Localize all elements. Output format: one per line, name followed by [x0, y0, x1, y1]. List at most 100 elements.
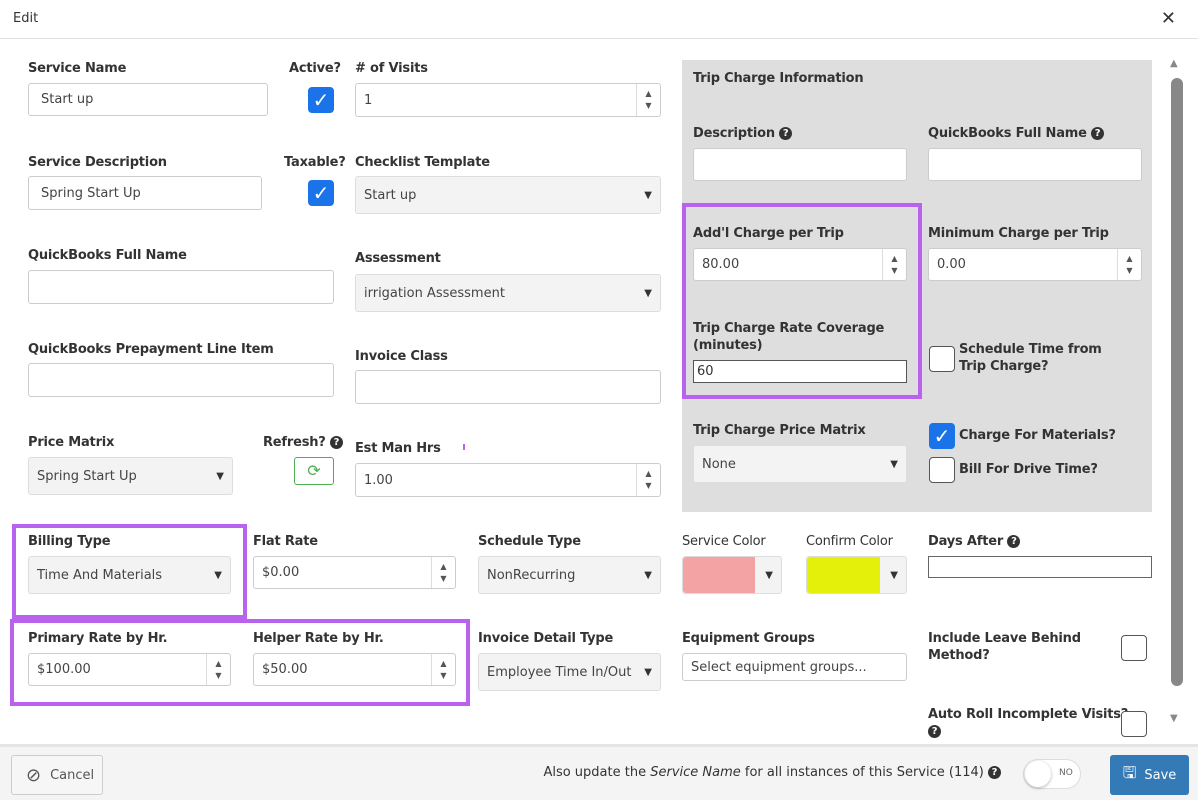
flat-rate-input[interactable]: $0.00 ▲ ▼: [253, 556, 456, 589]
help-icon[interactable]: ?: [779, 127, 793, 140]
billing-type-label: Billing Type: [28, 534, 111, 549]
update-all-toggle[interactable]: NO: [1023, 759, 1081, 789]
service-description-value: Spring Start Up: [41, 185, 141, 201]
cancel-button[interactable]: ⊘ Cancel: [11, 755, 103, 795]
refresh-icon: ⟳: [307, 461, 321, 480]
schedule-type-value: NonRecurring: [487, 567, 576, 583]
price-matrix-select[interactable]: Spring Start Up ▼: [28, 457, 233, 495]
marker: [463, 444, 465, 450]
scroll-down-icon[interactable]: ▼: [1170, 713, 1178, 724]
spinner[interactable]: ▲ ▼: [431, 557, 455, 588]
service-name-input[interactable]: Start up: [28, 83, 268, 116]
days-after-input[interactable]: [928, 556, 1152, 578]
schedule-time-checkbox[interactable]: [929, 346, 955, 372]
est-man-hrs-input[interactable]: 1.00 ▲ ▼: [355, 463, 661, 497]
taxable-checkbox[interactable]: ✓: [308, 180, 334, 206]
scrollbar-thumb[interactable]: [1171, 78, 1183, 686]
confirm-color-label: Confirm Color: [806, 534, 893, 549]
charge-materials-label: Charge For Materials?: [959, 428, 1116, 443]
assessment-select[interactable]: irrigation Assessment ▼: [355, 274, 661, 312]
form-body: Service Name Start up Active? ✓ # of Vis…: [0, 39, 1198, 744]
spinner[interactable]: ▲ ▼: [206, 654, 230, 685]
trip-charge-panel: [682, 60, 1152, 512]
help-icon[interactable]: ?: [1007, 535, 1021, 548]
invoice-class-input[interactable]: [355, 370, 661, 404]
update-all-note: Also update the Service Name for all ins…: [543, 765, 1001, 780]
trip-price-matrix-select[interactable]: None ▼: [693, 445, 907, 483]
est-man-hrs-value: 1.00: [364, 472, 393, 488]
flat-rate-value: $0.00: [262, 565, 300, 580]
help-icon[interactable]: ?: [988, 766, 1001, 779]
helper-rate-input[interactable]: $50.00 ▲ ▼: [253, 653, 456, 686]
note-text: for all instances of this Service (114): [744, 765, 984, 780]
trip-description-label: Description ?: [693, 125, 793, 142]
caret-down-icon: ▼: [890, 458, 898, 470]
qb-prepayment-input[interactable]: [28, 363, 334, 397]
billing-type-select[interactable]: Time And Materials ▼: [28, 556, 231, 594]
days-after-label: Days After ?: [928, 533, 1021, 550]
trip-price-matrix-label: Trip Charge Price Matrix: [693, 423, 866, 438]
checklist-template-value: Start up: [364, 187, 417, 203]
equipment-groups-label: Equipment Groups: [682, 631, 815, 646]
qb-full-name-input[interactable]: [28, 270, 334, 304]
equipment-groups-input[interactable]: Select equipment groups...: [682, 653, 907, 681]
ban-icon: ⊘: [26, 764, 42, 786]
spinner[interactable]: ▲ ▼: [636, 464, 660, 496]
trip-qb-label: QuickBooks Full Name ?: [928, 125, 1105, 142]
checklist-template-select[interactable]: Start up ▼: [355, 176, 661, 214]
days-after-label-text: Days After: [928, 534, 1004, 549]
primary-rate-input[interactable]: $100.00 ▲ ▼: [28, 653, 231, 686]
spinner[interactable]: ▲ ▼: [882, 249, 906, 280]
active-checkbox[interactable]: ✓: [308, 87, 334, 113]
min-charge-label: Minimum Charge per Trip: [928, 226, 1109, 241]
confirm-color-picker[interactable]: ▼: [806, 556, 907, 594]
spinner[interactable]: ▲ ▼: [431, 654, 455, 685]
schedule-time-label: Schedule Time from Trip Charge?: [959, 342, 1102, 374]
flat-rate-label: Flat Rate: [253, 534, 318, 549]
schedule-type-select[interactable]: NonRecurring ▼: [478, 556, 661, 594]
scroll-up-icon[interactable]: ▲: [1170, 58, 1178, 69]
highlight-box: [12, 524, 247, 619]
spinner[interactable]: ▲ ▼: [636, 84, 660, 116]
trip-description-input[interactable]: [693, 148, 907, 181]
service-color-picker[interactable]: ▼: [682, 556, 782, 594]
rate-coverage-value: 60: [697, 364, 714, 379]
floppy-icon: 🖫: [1122, 762, 1137, 782]
rate-coverage-input[interactable]: 60: [693, 360, 907, 383]
caret-down-icon: ▼: [216, 470, 224, 482]
charge-materials-checkbox[interactable]: ✓: [929, 423, 955, 449]
spinner[interactable]: ▲ ▼: [1117, 249, 1141, 280]
toggle-knob: [1025, 761, 1051, 787]
color-swatch: [807, 557, 880, 593]
help-icon[interactable]: ?: [928, 725, 941, 738]
caret-down-icon: ▼: [644, 666, 652, 678]
service-description-input[interactable]: Spring Start Up: [28, 176, 262, 210]
auto-roll-label: Auto Roll Incomplete Visits??: [928, 706, 1128, 740]
leave-behind-checkbox[interactable]: [1121, 635, 1147, 661]
invoice-detail-type-value: Employee Time In/Out: [487, 664, 632, 680]
bill-drive-checkbox[interactable]: [929, 457, 955, 483]
help-icon[interactable]: ?: [1091, 127, 1105, 140]
close-icon[interactable]: ✕: [1160, 8, 1176, 29]
invoice-detail-type-select[interactable]: Employee Time In/Out ▼: [478, 653, 661, 691]
service-name-value: Start up: [41, 92, 94, 107]
highlight-box: [10, 619, 470, 706]
helper-rate-value: $50.00: [262, 662, 308, 677]
primary-rate-label: Primary Rate by Hr.: [28, 631, 168, 646]
primary-rate-value: $100.00: [37, 662, 91, 677]
addl-charge-input[interactable]: 80.00 ▲ ▼: [693, 248, 907, 281]
auto-roll-checkbox[interactable]: [1121, 711, 1147, 737]
min-charge-value: 0.00: [937, 257, 966, 272]
save-button[interactable]: 🖫 Save: [1110, 755, 1189, 795]
caret-down-icon: ▼: [644, 287, 652, 299]
help-icon[interactable]: ?: [329, 436, 343, 449]
toggle-label: NO: [1059, 768, 1073, 778]
addl-charge-value: 80.00: [702, 257, 740, 272]
visits-input[interactable]: 1 ▲ ▼: [355, 83, 661, 117]
refresh-label-text: Refresh?: [263, 435, 326, 450]
refresh-button[interactable]: ⟳: [294, 457, 334, 485]
min-charge-input[interactable]: 0.00 ▲ ▼: [928, 248, 1142, 281]
note-text: Also update the: [543, 765, 647, 780]
trip-qb-input[interactable]: [928, 148, 1142, 181]
caret-down-icon: ▼: [890, 569, 898, 581]
